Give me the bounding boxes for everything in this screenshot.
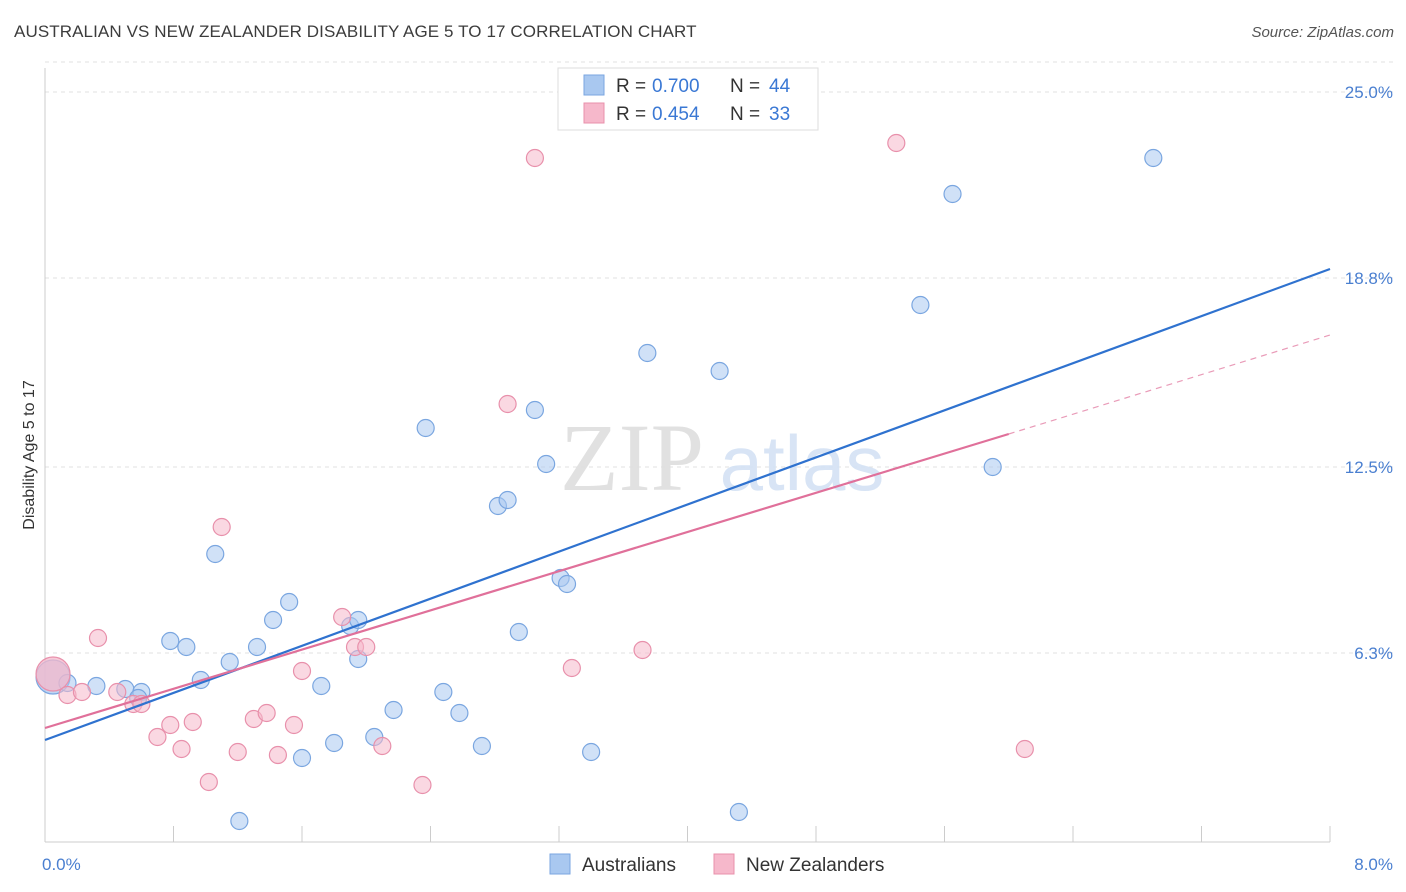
point-australians bbox=[582, 742, 601, 762]
grid-lines bbox=[45, 61, 1395, 654]
legend-n-value: 33 bbox=[769, 104, 790, 125]
point-new-zealanders bbox=[284, 715, 304, 735]
legend-swatch-new-zealanders bbox=[583, 102, 605, 124]
point-australians bbox=[263, 610, 283, 630]
legend-box: R = 0.700 N = 44 R = 0.454 N = 33 bbox=[557, 67, 819, 131]
trendlines bbox=[44, 267, 1331, 742]
bottom-legend: Australians New Zealanders bbox=[549, 853, 884, 876]
point-australians bbox=[498, 490, 517, 510]
point-australians bbox=[247, 637, 267, 657]
point-australians bbox=[384, 700, 403, 720]
legend-n-value: 44 bbox=[769, 76, 791, 97]
point-australians bbox=[220, 652, 239, 672]
point-new-zealanders bbox=[199, 772, 218, 792]
point-new-zealanders bbox=[268, 745, 288, 765]
point-australians bbox=[525, 400, 545, 420]
point-new-zealanders bbox=[498, 394, 517, 414]
point-australians bbox=[710, 361, 729, 381]
legend-n-label: N = bbox=[730, 104, 760, 125]
point-australians bbox=[325, 733, 344, 753]
legend-row-australians: R = 0.700 N = 44 bbox=[583, 74, 791, 97]
bottom-legend-label-australians: Australians bbox=[582, 855, 676, 876]
point-new-zealanders bbox=[292, 661, 312, 681]
y-tick-labels: 6.3% 12.5% 18.8% 25.0% bbox=[1345, 83, 1393, 663]
legend-n-label: N = bbox=[730, 76, 760, 97]
point-australians bbox=[206, 544, 225, 564]
point-new-zealanders bbox=[525, 148, 545, 168]
point-new-zealanders bbox=[887, 133, 906, 153]
point-australians bbox=[450, 703, 469, 723]
trendline-australians bbox=[44, 267, 1331, 742]
data-points bbox=[35, 133, 1163, 831]
legend-r-value: 0.700 bbox=[652, 76, 700, 97]
point-new-zealanders bbox=[172, 739, 191, 759]
point-australians bbox=[416, 418, 435, 438]
point-new-zealanders bbox=[148, 727, 167, 747]
point-new-zealanders bbox=[373, 736, 392, 756]
legend-r-value: 0.454 bbox=[652, 104, 700, 125]
y-tick-label: 6.3% bbox=[1354, 644, 1393, 663]
point-australians bbox=[1144, 148, 1163, 168]
point-new-zealanders bbox=[257, 703, 276, 723]
point-australians bbox=[557, 574, 577, 594]
x-tick-labels: 0.0% 8.0% bbox=[42, 855, 1393, 874]
point-australians bbox=[537, 454, 556, 474]
point-new-zealanders bbox=[562, 658, 581, 678]
bottom-legend-swatch-new-zealanders bbox=[713, 853, 735, 875]
point-new-zealanders bbox=[108, 682, 127, 702]
point-australians bbox=[434, 682, 453, 702]
legend-r-label: R = bbox=[616, 76, 646, 97]
point-new-zealanders bbox=[35, 656, 71, 692]
watermark-zip: ZIP bbox=[560, 404, 704, 511]
point-new-zealanders bbox=[228, 742, 247, 762]
point-australians bbox=[177, 637, 196, 657]
point-australians bbox=[280, 592, 299, 612]
legend-row-new-zealanders: R = 0.454 N = 33 bbox=[583, 102, 790, 125]
trendline-new-zealanders-extension bbox=[1008, 334, 1331, 435]
point-australians bbox=[292, 748, 312, 768]
y-tick-label: 25.0% bbox=[1345, 83, 1393, 102]
y-axis-label: Disability Age 5 to 17 bbox=[21, 380, 38, 530]
point-australians bbox=[472, 736, 491, 756]
point-new-zealanders bbox=[88, 628, 108, 648]
axes bbox=[44, 68, 1331, 843]
point-new-zealanders bbox=[161, 715, 180, 735]
legend-r-label: R = bbox=[616, 104, 646, 125]
point-new-zealanders bbox=[413, 775, 432, 795]
watermark: ZIP atlas bbox=[560, 404, 884, 511]
source-label: Source: ZipAtlas.com bbox=[1251, 24, 1394, 41]
point-australians bbox=[943, 184, 962, 204]
point-australians bbox=[911, 295, 930, 315]
point-australians bbox=[509, 622, 528, 642]
point-new-zealanders bbox=[1015, 739, 1034, 759]
chart-title: AUSTRALIAN VS NEW ZEALANDER DISABILITY A… bbox=[14, 22, 697, 41]
y-tick-label: 18.8% bbox=[1345, 269, 1393, 288]
x-tick-label: 8.0% bbox=[1354, 855, 1393, 874]
point-australians bbox=[230, 811, 249, 831]
point-new-zealanders bbox=[633, 640, 652, 660]
point-new-zealanders bbox=[357, 637, 376, 657]
y-tick-label: 12.5% bbox=[1345, 458, 1393, 477]
trendline-new-zealanders bbox=[44, 432, 1010, 730]
x-tick-label: 0.0% bbox=[42, 855, 81, 874]
point-australians bbox=[638, 343, 657, 363]
legend-swatch-australians bbox=[583, 74, 605, 96]
point-australians bbox=[161, 631, 180, 651]
point-new-zealanders bbox=[333, 607, 352, 627]
point-australians bbox=[729, 802, 749, 822]
point-australians bbox=[312, 676, 331, 696]
bottom-legend-label-new-zealanders: New Zealanders bbox=[746, 855, 884, 876]
point-new-zealanders bbox=[72, 682, 92, 702]
bottom-legend-swatch-australians bbox=[549, 853, 571, 875]
point-new-zealanders bbox=[183, 712, 202, 732]
point-new-zealanders bbox=[212, 517, 231, 537]
point-australians bbox=[983, 457, 1002, 477]
